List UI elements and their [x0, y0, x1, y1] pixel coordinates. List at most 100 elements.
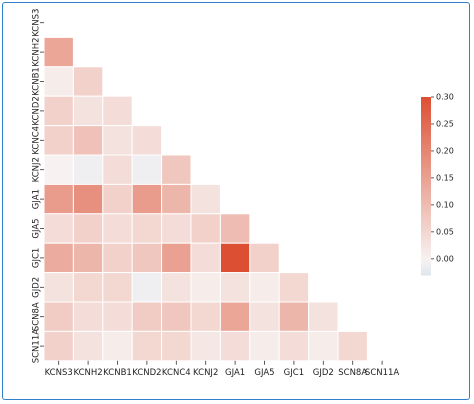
heatmap-cell-gjd2-gja5: [249, 272, 280, 303]
heatmap-cell-gjc1-kcnb1: [102, 242, 133, 274]
colorbar-segment: [421, 219, 431, 223]
colorbar-segment: [421, 102, 431, 106]
heatmap-cell-gja1-kcns3: [43, 183, 74, 215]
x-tick-labels: KCNS3 KCNH2 KCNB1 KCND2 KCNC4 KCNJ2 GJA1 GJA5 GJ…: [45, 360, 400, 378]
heatmap-cell-gjc1-kcnc4: [161, 242, 192, 274]
heatmap-cell-scn11a-kcnd2: [131, 330, 163, 362]
colorbar-segment: [421, 158, 431, 161]
y-tick-label-gjc1: GJC1: [32, 248, 42, 268]
colorbar-segment: [421, 122, 431, 126]
heatmap-cell-gjd2-kcnd2: [131, 272, 163, 303]
heatmap-cell-scn11a-kcnc4: [161, 330, 192, 362]
colorbar-segment: [421, 132, 431, 136]
colorbar-segment: [421, 138, 431, 142]
colorbar-segment: [421, 186, 431, 189]
colorbar-segment: [421, 223, 431, 227]
heatmap-cell-scn11a-gja5: [249, 330, 280, 362]
heatmap-cell-scn8a-kcnc4: [161, 301, 192, 332]
colorbar-tick-label: 0.05: [436, 227, 454, 236]
heatmap-cell-scn11a-scn8a: [337, 330, 368, 362]
colorbar-segment: [421, 150, 431, 153]
y-tick-label-scn8a: SCN8A: [32, 302, 42, 331]
heatmap-cell-scn8a-kcnb1: [102, 301, 133, 332]
colorbar-segment: [421, 97, 431, 100]
colorbar-segment: [421, 199, 431, 203]
heatmap-cell-gjc1-gja5: [249, 242, 280, 274]
heatmap-cell-scn8a-kcnj2: [190, 301, 221, 332]
heatmap-cell-scn8a-gjd2: [308, 301, 339, 332]
y-tick-label-kcns3: KCNS3: [32, 9, 42, 37]
colorbar-segment: [421, 166, 431, 169]
colorbar-segment: [421, 112, 431, 116]
colorbar-segment: [421, 213, 431, 217]
heatmap-cell-gja1-kcnh2: [72, 183, 104, 215]
y-tick-label-kcnc4: KCNC4: [32, 126, 42, 155]
colorbar-segment: [421, 144, 431, 148]
heatmap-cell-gja5-kcns3: [43, 213, 74, 244]
heatmap-cell-gjd2-kcns3: [43, 272, 74, 303]
heatmap-cell-gjc1-kcnd2: [131, 242, 163, 274]
colorbar-segment: [421, 106, 431, 110]
x-tick-label-kcnh2: KCNH2: [73, 368, 102, 378]
heatmap-cell-gja5-kcnc4: [161, 213, 192, 244]
heatmap-cell-kcnj2-kcns3: [43, 154, 74, 185]
heatmap-cell-kcnd2-kcns3: [43, 95, 74, 127]
colorbar-segment: [421, 209, 431, 213]
colorbar-segment: [421, 205, 431, 209]
colorbar-tick-label: 0.20: [436, 146, 454, 155]
colorbar-segment: [421, 267, 431, 270]
heatmap-cell-gja5-kcnd2: [131, 213, 163, 244]
colorbar-segment: [421, 227, 431, 231]
colorbar-segment: [421, 162, 431, 165]
colorbar-segment: [421, 221, 431, 225]
colorbar-segment: [421, 273, 431, 276]
x-tick-label-scn11a: SCN11A: [365, 368, 400, 378]
colorbar-segment: [421, 193, 431, 197]
heatmap-cell-gja1-kcnb1: [102, 183, 133, 215]
colorbar-segment: [421, 235, 431, 239]
x-tick-label-kcnb1: KCNB1: [103, 368, 132, 378]
colorbar-segment: [421, 197, 431, 201]
y-tick-label-gja5: GJA5: [32, 218, 42, 238]
colorbar-segment: [421, 116, 431, 120]
colorbar-segment: [421, 154, 431, 157]
colorbar-segment: [421, 160, 431, 163]
colorbar-segment: [421, 98, 431, 102]
colorbar-segment: [421, 231, 431, 235]
heatmap-cell-gjc1-kcns3: [43, 242, 74, 274]
colorbar-segment: [421, 241, 431, 244]
colorbar: 0.00 0.05 0.10 0.15 0.20 0.25 0.30: [421, 93, 454, 276]
colorbar-segment: [421, 110, 431, 114]
colorbar-segment: [421, 251, 431, 254]
colorbar-segment: [421, 195, 431, 199]
colorbar-segment: [421, 217, 431, 221]
x-tick-label-kcnj2: KCNJ2: [193, 368, 218, 378]
colorbar-segment: [421, 140, 431, 144]
x-tick-label-kcns3: KCNS3: [45, 368, 73, 378]
heatmap-cell-scn8a-kcns3: [43, 301, 74, 332]
heatmap-cell-scn11a-gjd2: [308, 330, 339, 362]
colorbar-segment: [421, 118, 431, 122]
colorbar-segment: [421, 189, 431, 193]
colorbar-segment: [421, 114, 431, 118]
colorbar-segment: [421, 182, 431, 185]
y-tick-label-gjd2: GJD2: [32, 277, 42, 298]
colorbar-segment: [421, 174, 431, 177]
heatmap-cell-gja1-kcnc4: [161, 183, 192, 215]
colorbar-segment: [421, 152, 431, 155]
colorbar-segment: [421, 178, 431, 181]
colorbar-tick-label: 0.25: [436, 119, 454, 128]
colorbar-segment: [421, 146, 431, 150]
heatmap-cell-kcnj2-kcnd2: [131, 154, 163, 185]
y-tick-label-gja1: GJA1: [32, 189, 42, 209]
x-tick-label-kcnd2: KCND2: [132, 368, 161, 378]
colorbar-segment: [421, 225, 431, 229]
colorbar-segment: [421, 180, 431, 183]
heatmap-cell-kcnc4-kcnh2: [72, 125, 104, 156]
heatmap-cell-gjd2-gja1: [219, 272, 251, 303]
colorbar-segment: [421, 136, 431, 140]
colorbar-tick-label: 0.10: [436, 200, 454, 209]
colorbar-segment: [421, 265, 431, 268]
colorbar-segment: [421, 191, 431, 195]
y-tick-label-kcnj2: KCNJ2: [32, 157, 42, 182]
